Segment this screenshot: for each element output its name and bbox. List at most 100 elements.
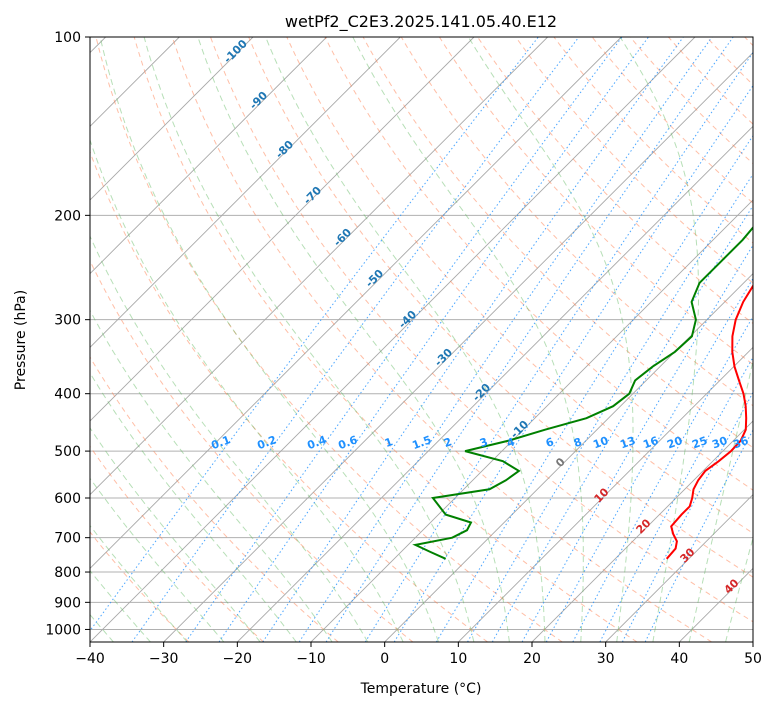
mixing-ratio-label: 0.4 <box>305 433 328 452</box>
y-tick-label: 300 <box>54 313 81 329</box>
mixing-ratio-line <box>621 391 753 642</box>
moist-adiabat-line <box>90 138 404 642</box>
isotherm-line <box>90 37 548 496</box>
mixing-ratio-line <box>435 134 753 642</box>
dry-adiabat-line <box>133 37 638 642</box>
x-tick-label: −10 <box>296 651 326 667</box>
plot-frame <box>89 36 754 643</box>
mixing-ratio-label: 10 <box>591 434 610 452</box>
dry-adiabat-line <box>438 37 753 366</box>
isotherm-line <box>163 52 753 642</box>
isotherm-line <box>90 37 254 201</box>
mixing-ratio-line <box>262 37 684 642</box>
isotherm-line <box>90 37 327 275</box>
mixing-ratio-line <box>298 37 713 642</box>
mixing-ratio-line <box>90 37 539 632</box>
x-tick-label: −30 <box>149 651 179 667</box>
y-tick-label: 700 <box>54 531 81 547</box>
dewpoint-profile-line <box>412 226 753 560</box>
y-tick-label: 500 <box>54 444 81 460</box>
isotherm-line <box>605 494 753 642</box>
x-tick-label: −40 <box>75 651 105 667</box>
isotherm-line <box>90 37 475 422</box>
y-tick-label: 900 <box>54 595 81 611</box>
dry-adiabat-line <box>362 37 753 449</box>
y-tick-label: 200 <box>54 208 81 224</box>
moist-adiabat-line <box>90 569 151 642</box>
y-tick-label: 800 <box>54 565 81 581</box>
y-tick-label: 600 <box>54 491 81 507</box>
y-tick-label: 1000 <box>45 622 81 638</box>
moist-adiabat-line <box>90 477 225 642</box>
dry-adiabat-line <box>248 37 753 578</box>
isotherm-line <box>531 420 753 642</box>
series-layer <box>412 226 753 560</box>
dry-adiabat-line <box>90 356 339 642</box>
mixing-ratio-label: 20 <box>665 434 684 452</box>
moist-adiabat-line <box>725 536 753 642</box>
mixing-ratio-label: 8 <box>572 435 584 450</box>
x-tick-label: 10 <box>449 651 467 667</box>
mixing-ratio-line <box>599 356 753 642</box>
mixing-ratio-line <box>131 37 580 642</box>
moist-adiabat-line <box>90 371 297 642</box>
isotherm-line <box>90 37 622 569</box>
mixing-ratio-line <box>467 173 753 642</box>
y-tick-label: 100 <box>54 30 81 46</box>
moist-adiabat-line <box>90 235 369 642</box>
mixing-ratio-label: 25 <box>690 434 709 451</box>
isotherm-line <box>458 346 753 642</box>
mixing-ratio-line <box>521 244 753 642</box>
y-axis-title: Pressure (hPa) <box>13 290 29 390</box>
x-tick-label: 50 <box>744 651 762 667</box>
moist-adiabat-line <box>265 37 546 642</box>
mixing-ratio-line <box>393 84 753 642</box>
x-tick-label: 40 <box>670 651 688 667</box>
axes: −40 −30 −20 −10 0 10 20 30 40 5010020030040050060… <box>45 30 762 667</box>
mixing-ratio-label: 13 <box>618 434 637 451</box>
isotherm-line <box>90 37 401 348</box>
chart-title: wetPf2_C2E3.2025.141.05.40.E12 <box>285 12 557 32</box>
moist-adiabat-line <box>688 358 753 642</box>
mixing-ratio-label: 6 <box>544 435 556 450</box>
mixing-ratio-label: 36 <box>731 434 750 452</box>
mixing-ratio-line <box>185 37 623 642</box>
x-tick-label: 0 <box>380 651 389 667</box>
dry-adiabat-line <box>90 531 190 642</box>
y-tick-label: 400 <box>54 387 81 403</box>
mixing-ratio-label: 0.2 <box>255 433 278 452</box>
mixing-ratio-label: 2 <box>442 435 454 450</box>
temperature-profile-line <box>665 283 753 560</box>
moist-adiabat-line <box>352 37 584 642</box>
x-axis-title: Temperature (°C) <box>360 681 482 697</box>
mixing-ratio-label: 1.5 <box>410 433 433 452</box>
moist-adiabat-line <box>99 37 439 642</box>
mixing-ratio-label: 16 <box>641 434 660 452</box>
x-tick-label: 30 <box>597 651 615 667</box>
isotherm-line <box>90 37 696 642</box>
moist-adiabat-line <box>197 37 510 642</box>
dry-adiabat-line <box>324 37 753 491</box>
x-tick-label: 20 <box>523 651 541 667</box>
mixing-ratio-label: 1 <box>383 435 395 450</box>
moist-adiabat-line <box>90 524 188 642</box>
dry-adiabat-line <box>90 259 414 642</box>
dry-adiabat-line <box>210 37 753 623</box>
mixing-ratio-label: 30 <box>710 434 729 452</box>
moist-adiabat-line <box>90 427 261 642</box>
plot-area <box>90 37 753 642</box>
moist-adiabat-line <box>619 37 699 642</box>
mixing-ratio-line <box>218 37 649 642</box>
isotherm-line <box>237 125 753 642</box>
moist-adiabat-line <box>143 37 475 642</box>
mixing-ratio-label: 3 <box>478 435 490 450</box>
mixing-ratio-label: 4 <box>505 435 517 450</box>
mixing-ratio-line <box>325 37 734 642</box>
mixing-ratio-line <box>572 315 753 642</box>
mixing-ratio-label: 0.1 <box>209 433 232 452</box>
x-tick-label: −20 <box>223 651 253 667</box>
dry-adiabat-line <box>400 37 753 407</box>
moist-adiabat-line <box>90 309 333 642</box>
